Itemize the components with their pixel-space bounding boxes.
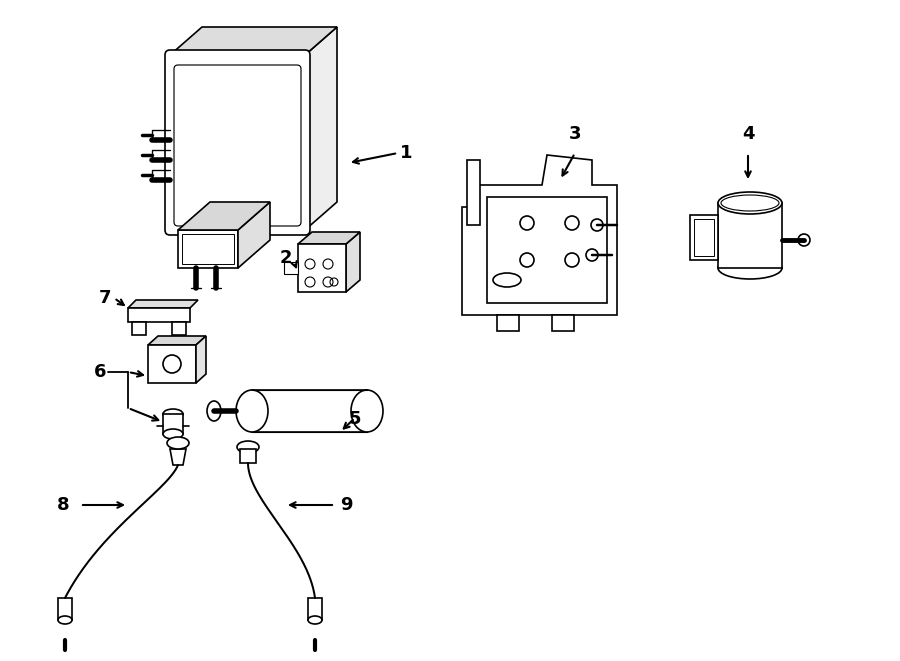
Text: 1: 1 bbox=[400, 144, 412, 162]
Ellipse shape bbox=[167, 437, 189, 449]
Bar bbox=[178, 230, 238, 268]
Bar bbox=[240, 449, 256, 463]
Bar bbox=[298, 244, 346, 292]
Polygon shape bbox=[128, 300, 198, 308]
Ellipse shape bbox=[207, 401, 221, 421]
FancyBboxPatch shape bbox=[165, 50, 310, 235]
Bar bbox=[148, 345, 196, 383]
Ellipse shape bbox=[236, 390, 268, 432]
Bar bbox=[58, 598, 72, 620]
Ellipse shape bbox=[163, 409, 183, 419]
Text: 7: 7 bbox=[99, 289, 112, 307]
Text: 5: 5 bbox=[349, 410, 361, 428]
Ellipse shape bbox=[718, 257, 782, 279]
Bar bbox=[690, 215, 718, 260]
Ellipse shape bbox=[718, 192, 782, 214]
Polygon shape bbox=[170, 449, 186, 465]
Circle shape bbox=[591, 219, 603, 231]
Polygon shape bbox=[462, 155, 617, 315]
Bar bbox=[182, 234, 234, 264]
Bar bbox=[132, 322, 146, 335]
Polygon shape bbox=[346, 232, 360, 292]
Circle shape bbox=[586, 249, 598, 261]
Ellipse shape bbox=[351, 390, 383, 432]
Text: 4: 4 bbox=[742, 125, 754, 143]
Text: 2: 2 bbox=[280, 249, 292, 267]
Polygon shape bbox=[148, 336, 206, 345]
Text: 8: 8 bbox=[58, 496, 70, 514]
Bar bbox=[163, 414, 183, 434]
Bar bbox=[497, 315, 519, 331]
Polygon shape bbox=[298, 232, 360, 244]
Text: 3: 3 bbox=[569, 125, 581, 143]
Ellipse shape bbox=[308, 616, 322, 624]
Bar bbox=[252, 390, 367, 432]
Ellipse shape bbox=[163, 429, 183, 439]
Bar bbox=[284, 262, 298, 274]
Circle shape bbox=[798, 234, 810, 246]
Polygon shape bbox=[178, 202, 270, 230]
Ellipse shape bbox=[237, 441, 259, 453]
Bar bbox=[308, 598, 322, 620]
Bar bbox=[694, 219, 714, 256]
Ellipse shape bbox=[58, 616, 72, 624]
Bar bbox=[172, 322, 186, 335]
Polygon shape bbox=[196, 336, 206, 383]
Polygon shape bbox=[305, 27, 337, 230]
Text: 9: 9 bbox=[340, 496, 353, 514]
Polygon shape bbox=[467, 160, 480, 225]
Bar bbox=[718, 203, 782, 268]
Polygon shape bbox=[238, 202, 270, 268]
Text: 6: 6 bbox=[94, 363, 106, 381]
Bar bbox=[128, 308, 190, 322]
Bar bbox=[552, 315, 574, 331]
Polygon shape bbox=[170, 27, 337, 55]
